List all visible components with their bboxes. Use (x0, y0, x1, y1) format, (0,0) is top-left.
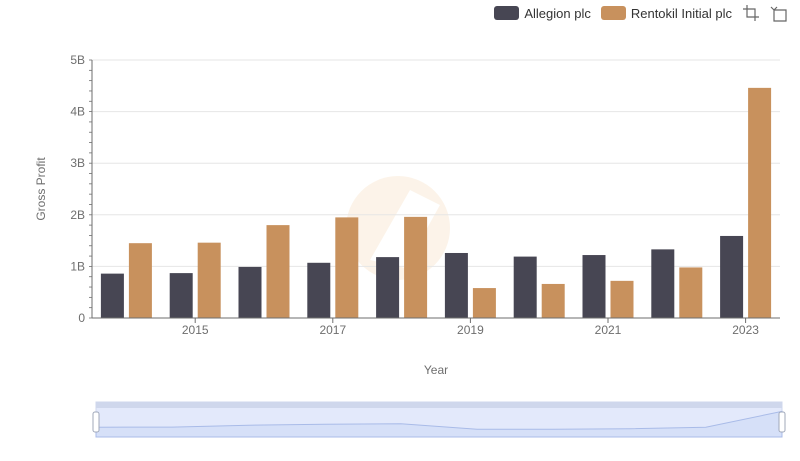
bar-rentokil-2019[interactable] (472, 288, 496, 318)
bar-rentokil-2017[interactable] (335, 217, 359, 318)
legend-label-allegion: Allegion plc (524, 5, 591, 21)
bar-rentokil-2020[interactable] (541, 283, 565, 318)
x-tick-label: 2019 (457, 323, 484, 337)
y-tick-label: 1B (70, 259, 85, 273)
legend-item-allegion[interactable]: Allegion plc (494, 6, 591, 21)
x-tick-label: 2023 (732, 323, 759, 337)
bar-rentokil-2023[interactable] (748, 87, 772, 318)
bar-allegion-2017[interactable] (307, 262, 331, 318)
bar-allegion-2015[interactable] (169, 273, 193, 318)
slider-top-bar (96, 402, 782, 408)
y-tick-label: 5B (70, 53, 85, 67)
bar-rentokil-2021[interactable] (610, 280, 634, 318)
bar-allegion-2021[interactable] (582, 255, 606, 318)
y-axis-label: Gross Profit (34, 157, 48, 221)
y-tick-label: 2B (70, 208, 85, 222)
slider-handle-right[interactable] (778, 411, 786, 433)
y-tick-label: 0 (78, 311, 85, 325)
legend-swatch-allegion (494, 6, 520, 20)
legend-label-rentokil: Rentokil Initial plc (630, 5, 732, 21)
zoom-icon[interactable] (742, 4, 760, 22)
y-tick-label: 3B (70, 156, 85, 170)
x-tick-label: 2017 (319, 323, 346, 337)
bar-rentokil-2022[interactable] (679, 267, 703, 318)
chart-legend: Allegion plc Rentokil Initial plc (494, 4, 788, 22)
x-tick-label: 2021 (595, 323, 622, 337)
slider-handle-left[interactable] (92, 411, 100, 433)
x-axis-label: Year (424, 363, 448, 377)
bar-rentokil-2014[interactable] (128, 243, 152, 318)
legend-item-rentokil[interactable]: Rentokil Initial plc (600, 5, 732, 21)
bar-allegion-2019[interactable] (444, 252, 468, 318)
x-tick-label: 2015 (182, 323, 209, 337)
bar-allegion-2016[interactable] (238, 266, 262, 318)
slider-preview-area (95, 410, 783, 438)
bar-rentokil-2016[interactable] (266, 225, 290, 318)
bar-rentokil-2018[interactable] (404, 216, 428, 318)
legend-swatch-rentokil (600, 6, 626, 20)
bar-allegion-2018[interactable] (376, 257, 400, 318)
bar-allegion-2020[interactable] (513, 256, 537, 318)
y-tick-label: 4B (70, 105, 85, 119)
data-zoom-slider[interactable] (92, 401, 786, 438)
bar-allegion-2014[interactable] (100, 273, 124, 318)
restore-icon[interactable] (770, 4, 788, 22)
bar-rentokil-2015[interactable] (197, 242, 221, 318)
bar-allegion-2023[interactable] (720, 235, 744, 318)
bar-allegion-2022[interactable] (651, 249, 675, 318)
